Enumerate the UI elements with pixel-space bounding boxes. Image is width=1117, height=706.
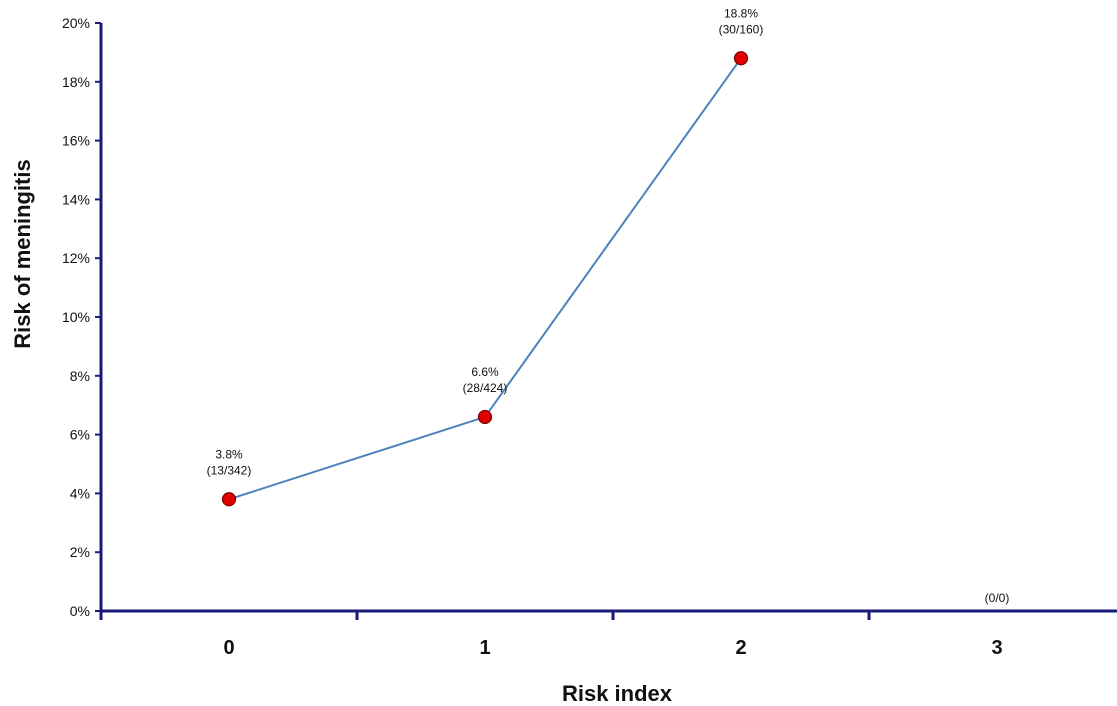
data-label: (0/0)	[985, 591, 1010, 605]
data-label: (28/424)	[463, 381, 508, 395]
x-tick-label: 3	[991, 637, 1002, 659]
y-axis-ticks: 0% 2% 4% 6% 8% 10% 12% 14% 16% 18% 20%	[62, 15, 101, 619]
y-axis-title: Risk of meningitis	[10, 159, 35, 348]
data-point	[733, 51, 749, 66]
chart-axes	[99, 23, 1117, 613]
y-tick-label: 12%	[62, 250, 90, 266]
x-tick-label: 0	[223, 637, 234, 659]
data-point	[221, 492, 237, 507]
y-tick-label: 6%	[70, 427, 90, 443]
y-tick-label: 8%	[70, 368, 90, 384]
data-label: (13/342)	[207, 463, 252, 477]
data-point	[477, 409, 493, 425]
data-label: 6.6%	[471, 365, 499, 379]
data-labels: 3.8% (13/342) 6.6% (28/424) 18.8% (30/160) (0/…	[207, 6, 1010, 605]
data-label: 18.8%	[724, 6, 758, 20]
x-axis-title: Risk index	[562, 681, 673, 706]
x-tick-label: 2	[735, 637, 746, 659]
y-tick-label: 4%	[70, 485, 90, 501]
data-label: (30/160)	[719, 22, 764, 36]
y-tick-label: 16%	[62, 133, 90, 149]
chart-series	[221, 51, 749, 507]
series-line	[228, 57, 742, 501]
data-label: 3.8%	[215, 447, 243, 461]
y-tick-label: 0%	[70, 603, 90, 619]
x-axis-ticks: 0 1 2 3	[99, 611, 1003, 659]
x-tick-label: 1	[479, 637, 490, 659]
y-tick-label: 20%	[62, 15, 90, 31]
y-tick-label: 18%	[62, 74, 90, 90]
y-tick-label: 2%	[70, 544, 90, 560]
y-tick-label: 10%	[62, 309, 90, 325]
y-tick-label: 14%	[62, 191, 90, 207]
